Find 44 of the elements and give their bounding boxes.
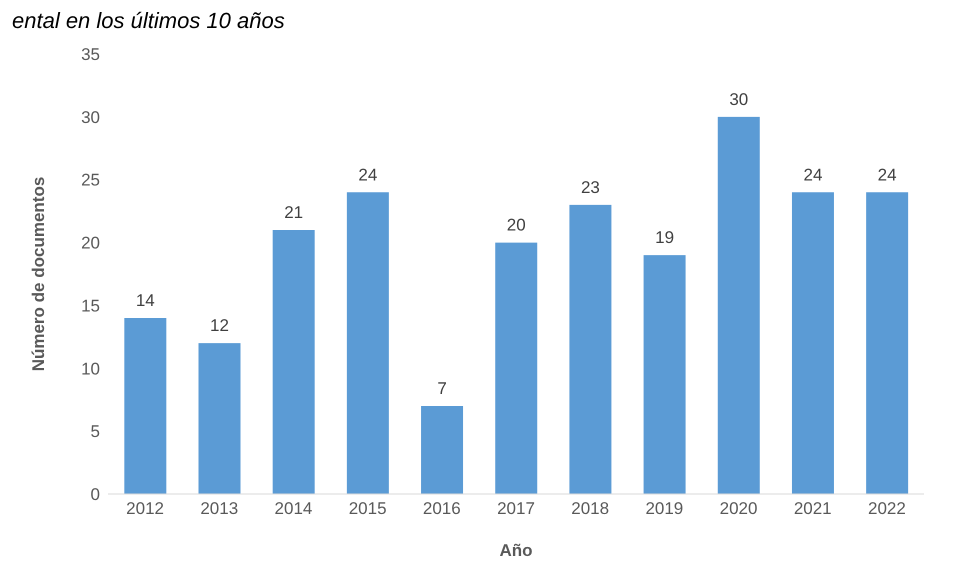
x-tick-label: 2018 — [571, 499, 610, 518]
data-label: 20 — [506, 216, 526, 235]
x-tick-label: 2014 — [274, 499, 312, 518]
x-tick-label: 2015 — [348, 499, 387, 518]
y-tick-label: 0 — [90, 485, 100, 504]
data-label: 14 — [136, 291, 155, 310]
data-label: 21 — [284, 203, 304, 222]
y-tick-label: 35 — [81, 45, 100, 64]
bar — [421, 406, 464, 494]
data-label: 23 — [580, 178, 600, 197]
x-tick-label: 2012 — [126, 499, 164, 518]
y-tick-label: 15 — [81, 296, 100, 316]
y-tick-label: 25 — [81, 170, 100, 190]
y-tick-label: 20 — [81, 234, 100, 253]
bar — [569, 204, 612, 494]
data-label: 24 — [358, 165, 378, 184]
bar — [346, 192, 389, 494]
data-label: 30 — [729, 90, 748, 109]
data-label: 19 — [655, 228, 674, 248]
bar — [198, 343, 240, 494]
bar — [866, 192, 908, 494]
x-tick-label: 2021 — [794, 499, 832, 518]
data-label: 24 — [878, 165, 897, 184]
x-tick-label: 2022 — [868, 499, 906, 518]
x-tick-label: 2017 — [497, 499, 535, 518]
y-tick-label: 30 — [81, 108, 100, 127]
x-tick-label: 2020 — [720, 499, 758, 518]
y-tick-label: 5 — [90, 422, 100, 442]
data-label: 7 — [437, 379, 447, 398]
x-tick-label: 2013 — [200, 499, 238, 518]
bar — [272, 230, 315, 494]
bar — [124, 318, 166, 494]
data-label: 24 — [803, 165, 822, 184]
bar — [718, 116, 760, 494]
bar — [644, 255, 686, 494]
y-axis-title: Número de documentos — [29, 176, 48, 372]
chart-title: ental en los últimos 10 años — [11, 8, 286, 34]
x-tick-label: 2016 — [422, 499, 461, 518]
x-tick-label: 2019 — [645, 499, 684, 518]
bar — [792, 192, 834, 494]
y-tick-label: 10 — [81, 359, 100, 378]
data-label: 12 — [210, 316, 229, 336]
x-axis-title: Año — [499, 541, 533, 560]
bar — [495, 242, 538, 494]
